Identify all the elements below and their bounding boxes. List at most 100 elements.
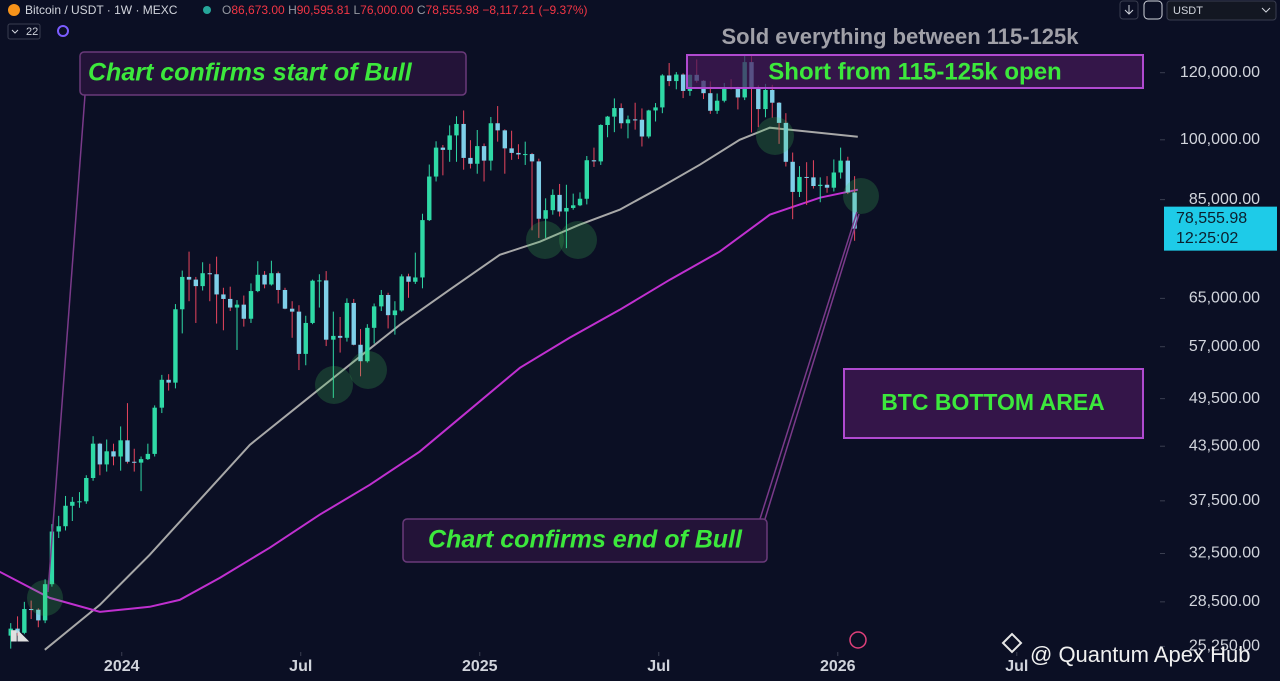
- candle-body: [104, 451, 109, 465]
- highlight-circles: [27, 117, 879, 616]
- candle-body: [756, 87, 761, 110]
- highlight-circle: [349, 351, 387, 389]
- y-tick-label: 120,000.00: [1180, 64, 1260, 81]
- ohlc-value: 78,555.98: [426, 3, 480, 17]
- square-button[interactable]: [1143, 0, 1163, 20]
- candle-body: [790, 161, 795, 192]
- interval-badge[interactable]: [7, 23, 41, 40]
- candle-body: [797, 176, 802, 192]
- symbol-icon: [8, 4, 20, 16]
- candle-body: [385, 294, 391, 316]
- download-button[interactable]: [1119, 0, 1139, 20]
- countdown: 12:25:02: [1176, 230, 1238, 247]
- candle-body: [337, 335, 343, 338]
- candle-body: [310, 280, 315, 323]
- candle-body: [653, 107, 658, 111]
- candle-body: [42, 584, 48, 621]
- candle-body: [488, 123, 494, 161]
- highlight-circle: [843, 178, 879, 214]
- candle-body: [502, 130, 508, 149]
- candle-body: [173, 309, 178, 383]
- pointer-line: [47, 94, 86, 593]
- candle-body: [221, 294, 226, 299]
- candle-body: [255, 274, 260, 292]
- candle-body: [591, 160, 597, 162]
- candle-body: [56, 526, 61, 532]
- alert-icon: [849, 631, 867, 649]
- annotation-text: Sold everything between 115-125k: [721, 24, 1079, 49]
- candle-body: [269, 273, 274, 285]
- candle-body: [36, 609, 41, 621]
- candle-body: [138, 459, 144, 463]
- candle-body: [118, 440, 123, 457]
- candle-body: [420, 220, 425, 278]
- y-tick-label: 57,000.00: [1189, 338, 1260, 355]
- candle-body: [708, 93, 713, 111]
- candle-body: [296, 311, 302, 354]
- indicator-icon[interactable]: [57, 25, 69, 37]
- average-line: [0, 188, 859, 613]
- ohlc-value: 86,673.00: [231, 3, 285, 17]
- download-icon: [1124, 5, 1134, 15]
- candle-body: [186, 276, 192, 280]
- ohlc-readout: O86,673.00 H90,595.81 L76,000.00 C78,555…: [222, 3, 588, 17]
- x-tick-label: Jul: [647, 658, 670, 675]
- candle-body: [365, 327, 370, 362]
- candle-body: [509, 148, 514, 153]
- candle-body: [15, 628, 20, 633]
- candle-body: [166, 379, 171, 383]
- watermark: @ Quantum Apex Hub: [1030, 642, 1250, 667]
- candle-body: [481, 146, 487, 161]
- candle-body: [818, 184, 823, 187]
- candle-body: [461, 123, 466, 158]
- candle-body: [282, 289, 288, 309]
- candle-body: [132, 461, 137, 463]
- highlight-circle: [27, 580, 63, 616]
- candle-body: [234, 304, 240, 308]
- candle-body: [406, 276, 411, 282]
- candle-body: [660, 75, 665, 108]
- price-label: 78,555.98: [1176, 210, 1247, 227]
- currency-select[interactable]: [1166, 0, 1277, 21]
- candle-body: [262, 274, 267, 285]
- candle-body: [577, 198, 583, 206]
- x-tick-label: 2025: [462, 658, 498, 675]
- candle-body: [427, 176, 432, 221]
- candle-body: [680, 74, 686, 91]
- chevron-icon: [1261, 7, 1271, 13]
- status-dot: [203, 6, 211, 14]
- watermark-logo: [1001, 632, 1023, 654]
- candle-body: [344, 302, 350, 338]
- candle-body: [97, 443, 103, 465]
- candle-body: [783, 122, 789, 162]
- candle-body: [70, 501, 75, 506]
- candle-body: [399, 276, 404, 311]
- candle-body: [831, 172, 837, 188]
- candle-body: [557, 194, 562, 212]
- candle-body: [605, 116, 610, 126]
- x-tick-label: Jul: [289, 658, 312, 675]
- pointer-line: [764, 213, 860, 520]
- candle-body: [440, 147, 446, 150]
- annotation-box: [79, 51, 467, 96]
- annotation-box: [402, 518, 768, 563]
- y-tick-label: 65,000.00: [1189, 290, 1260, 307]
- candle-body: [776, 102, 782, 123]
- candle-body: [618, 108, 624, 124]
- x-tick-label: Jul: [1005, 658, 1028, 675]
- ohlc-letter: H: [288, 3, 297, 17]
- candle-body: [804, 176, 809, 178]
- candle-body: [570, 205, 576, 208]
- candle-body: [379, 294, 384, 307]
- y-tick-label: 25,250.00: [1189, 638, 1260, 655]
- y-tick-label: 43,500.00: [1189, 437, 1260, 454]
- candle-body: [8, 628, 13, 636]
- candle-body: [598, 125, 603, 162]
- annotation-text: Chart confirms end of Bull: [428, 526, 743, 554]
- candle-body: [303, 322, 308, 354]
- candle-body: [674, 74, 679, 82]
- candle-body: [625, 119, 631, 124]
- candle-body: [111, 451, 116, 457]
- annotations: Chart confirms start of Bull Sold everyt…: [27, 24, 1144, 616]
